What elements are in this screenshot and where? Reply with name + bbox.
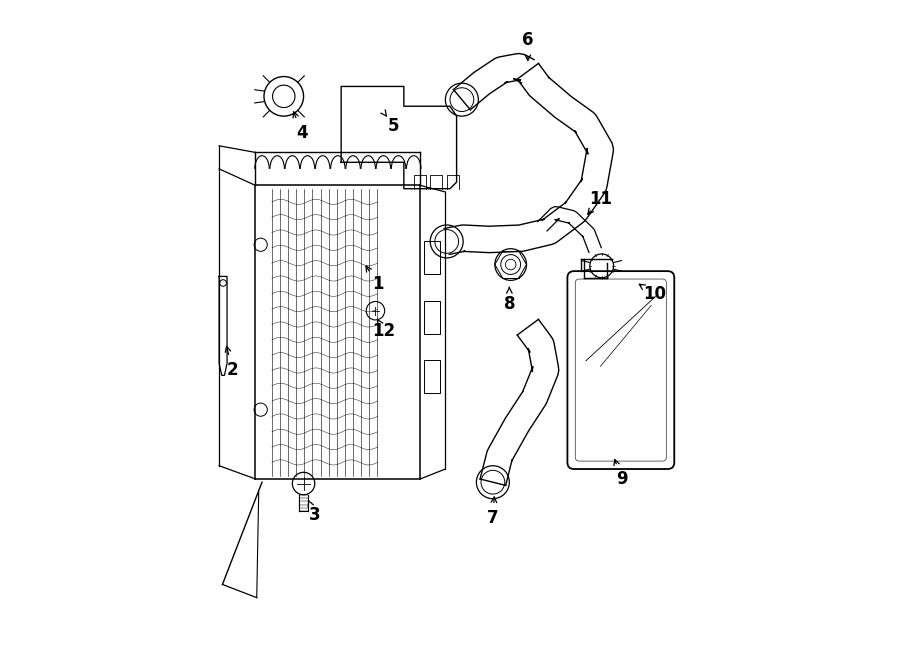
Text: 7: 7: [487, 510, 499, 527]
Text: 3: 3: [309, 506, 320, 524]
Text: 8: 8: [504, 295, 515, 313]
Text: 9: 9: [616, 470, 627, 488]
Text: 5: 5: [388, 117, 400, 135]
Text: 11: 11: [589, 190, 612, 208]
Text: 12: 12: [373, 321, 396, 340]
Text: 6: 6: [522, 31, 534, 50]
Bar: [424, 360, 440, 393]
Text: 2: 2: [227, 361, 239, 379]
Bar: [424, 301, 440, 334]
Text: 10: 10: [643, 285, 666, 303]
Text: 1: 1: [372, 276, 383, 293]
Bar: [424, 241, 440, 274]
Text: 4: 4: [296, 124, 308, 141]
